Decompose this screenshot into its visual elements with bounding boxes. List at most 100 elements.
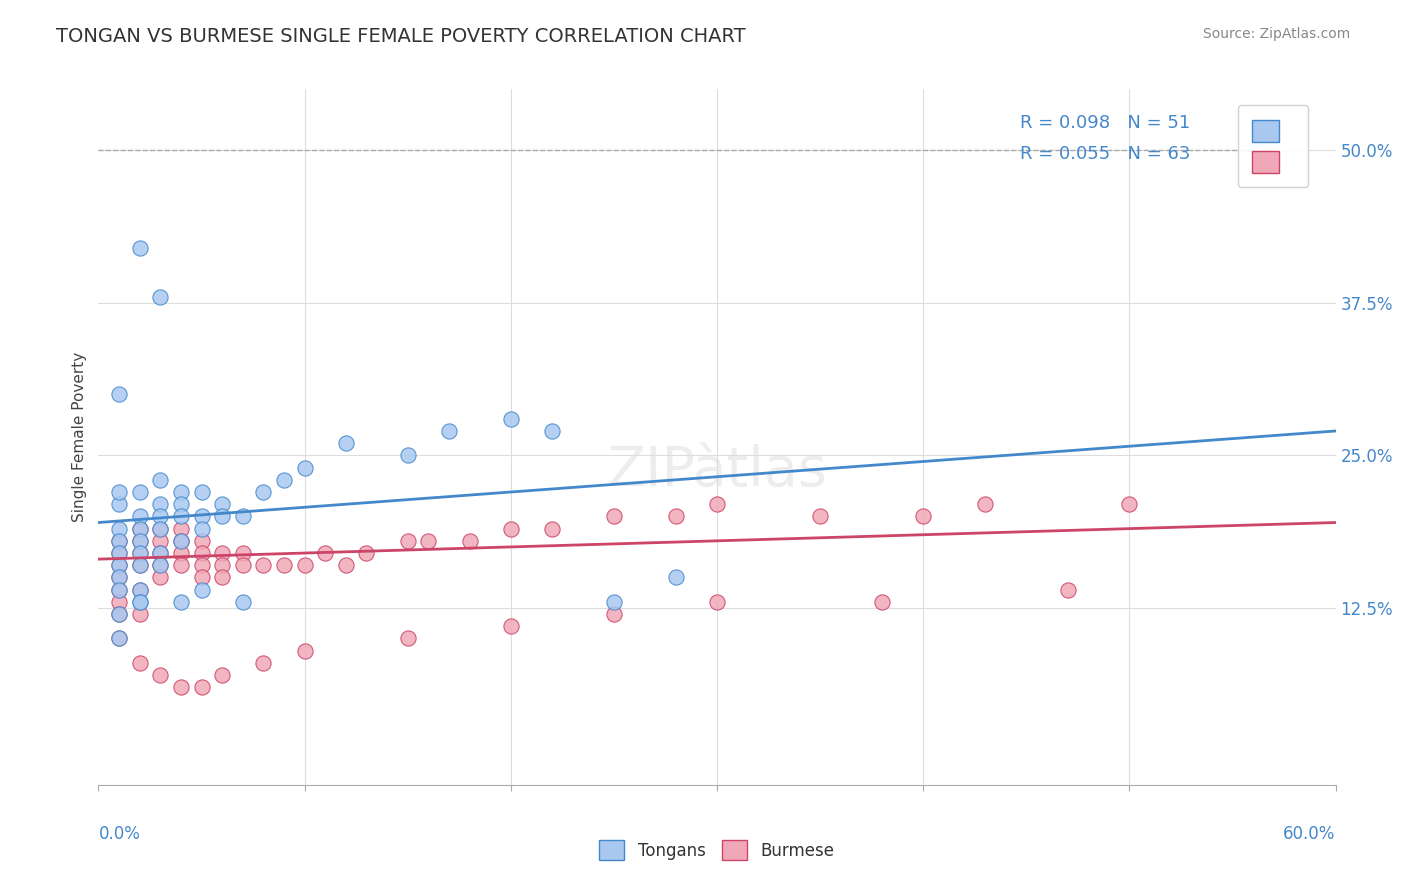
Point: [108, 533, 131, 548]
Point: [149, 668, 172, 682]
Point: [211, 558, 233, 573]
Point: [108, 522, 131, 536]
Point: [128, 533, 150, 548]
Point: [128, 595, 150, 609]
Point: [149, 533, 172, 548]
Point: [108, 632, 131, 646]
Point: [149, 522, 172, 536]
Point: [170, 485, 193, 500]
Point: [128, 546, 150, 560]
Point: [108, 607, 131, 621]
Point: [149, 473, 172, 487]
Point: [541, 424, 564, 438]
Point: [128, 241, 150, 255]
Point: [665, 570, 688, 584]
Point: [149, 558, 172, 573]
Point: [149, 509, 172, 524]
Point: [252, 558, 274, 573]
Point: [603, 509, 626, 524]
Text: 60.0%: 60.0%: [1284, 825, 1336, 843]
Point: [706, 595, 728, 609]
Point: [335, 558, 357, 573]
Point: [108, 546, 131, 560]
Point: [252, 485, 274, 500]
Point: [294, 558, 316, 573]
Point: [870, 595, 893, 609]
Point: [396, 632, 419, 646]
Point: [128, 546, 150, 560]
Point: [232, 558, 254, 573]
Point: [170, 522, 193, 536]
Text: ZIPàtlas: ZIPàtlas: [607, 445, 827, 499]
Point: [211, 668, 233, 682]
Point: [252, 656, 274, 670]
Point: [335, 436, 357, 450]
Point: [418, 533, 440, 548]
Point: [499, 522, 522, 536]
Point: [211, 570, 233, 584]
Point: [108, 546, 131, 560]
Legend: Tongans, Burmese: Tongans, Burmese: [593, 833, 841, 867]
Point: [128, 595, 150, 609]
Point: [190, 533, 212, 548]
Point: [108, 582, 131, 597]
Point: [108, 570, 131, 584]
Point: [108, 485, 131, 500]
Point: [396, 449, 419, 463]
Point: [128, 485, 150, 500]
Point: [356, 546, 378, 560]
Point: [458, 533, 481, 548]
Point: [149, 497, 172, 511]
Point: [170, 497, 193, 511]
Point: [273, 558, 295, 573]
Point: [108, 387, 131, 401]
Point: [170, 681, 193, 695]
Point: [396, 533, 419, 548]
Point: [108, 632, 131, 646]
Point: [128, 582, 150, 597]
Point: [170, 533, 193, 548]
Point: [190, 570, 212, 584]
Point: [108, 595, 131, 609]
Point: [273, 473, 295, 487]
Point: [170, 558, 193, 573]
Point: [190, 485, 212, 500]
Text: R = 0.098   N = 51: R = 0.098 N = 51: [1021, 113, 1191, 131]
Point: [603, 607, 626, 621]
Text: R = 0.055   N = 63: R = 0.055 N = 63: [1021, 145, 1191, 163]
Point: [170, 546, 193, 560]
Point: [190, 558, 212, 573]
Point: [128, 509, 150, 524]
Point: [499, 619, 522, 633]
Point: [170, 595, 193, 609]
Text: TONGAN VS BURMESE SINGLE FEMALE POVERTY CORRELATION CHART: TONGAN VS BURMESE SINGLE FEMALE POVERTY …: [56, 27, 745, 45]
Point: [128, 607, 150, 621]
Point: [190, 582, 212, 597]
Point: [294, 643, 316, 657]
Point: [912, 509, 935, 524]
Point: [149, 546, 172, 560]
Point: [149, 522, 172, 536]
Point: [149, 290, 172, 304]
Point: [232, 546, 254, 560]
Point: [128, 522, 150, 536]
Point: [294, 460, 316, 475]
Point: [232, 509, 254, 524]
Point: [108, 570, 131, 584]
Point: [437, 424, 460, 438]
Point: [1118, 497, 1140, 511]
Point: [170, 509, 193, 524]
Point: [108, 582, 131, 597]
Point: [108, 558, 131, 573]
Point: [108, 497, 131, 511]
Point: [149, 546, 172, 560]
Point: [108, 607, 131, 621]
Point: [128, 533, 150, 548]
Y-axis label: Single Female Poverty: Single Female Poverty: [72, 352, 87, 522]
Point: [541, 522, 564, 536]
Point: [108, 533, 131, 548]
Point: [190, 509, 212, 524]
Text: 0.0%: 0.0%: [98, 825, 141, 843]
Point: [974, 497, 997, 511]
Point: [232, 595, 254, 609]
